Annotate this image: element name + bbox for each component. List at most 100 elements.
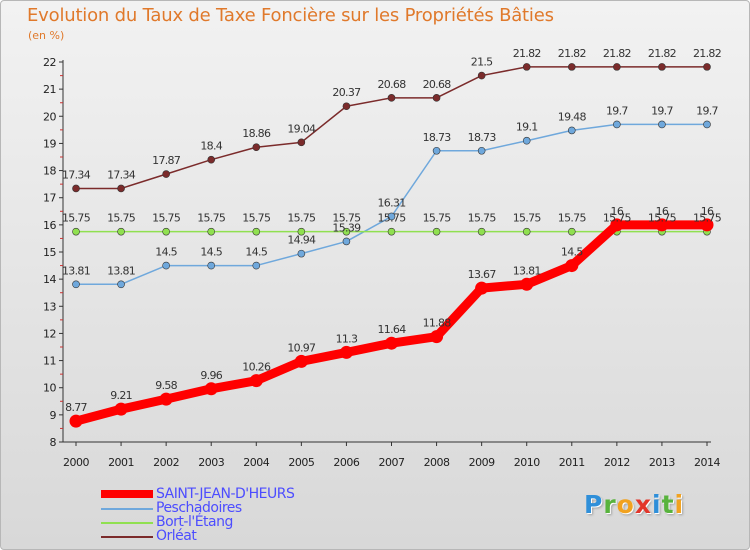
data-point-orl-at [252,143,261,152]
data-label-orl-at: 18.4 [200,140,222,153]
data-label-peschadoires: 14.94 [287,234,316,247]
data-label-peschadoires: 19.7 [696,104,718,117]
legend-swatch [101,490,153,498]
x-tick-label: 2007 [379,456,405,469]
x-tick-label: 2001 [108,456,134,469]
y-tick-label: 19 [43,137,56,150]
data-label-peschadoires: 16.31 [378,196,406,209]
data-label-saint-jean-d-heurs: 10.97 [287,341,316,354]
data-point-bort-l-tang [522,227,531,236]
data-label-orl-at: 20.68 [423,78,452,91]
y-tick-label: 10 [43,382,56,395]
data-point-orl-at [613,63,621,71]
data-point-orl-at [297,138,306,147]
data-point-orl-at [72,184,80,193]
data-point-peschadoires [703,120,711,129]
logo-letter: i [674,490,685,519]
data-point-bort-l-tang [567,227,576,236]
data-point-peschadoires [297,249,306,258]
data-label-peschadoires: 18.73 [423,131,452,144]
data-label-saint-jean-d-heurs: 9.58 [155,379,177,392]
y-tick-label: 9 [50,409,57,422]
x-tick-label: 2011 [559,456,585,469]
data-label-orl-at: 17.87 [152,154,181,167]
data-point-orl-at [387,94,396,102]
data-label-bort-l-tang: 15.75 [152,212,181,225]
data-point-saint-jean-d-heurs [339,345,353,359]
data-point-orl-at [162,170,170,178]
x-tick-label: 2010 [514,456,540,469]
data-point-saint-jean-d-heurs [655,218,669,232]
data-label-bort-l-tang: 15.75 [242,212,271,225]
data-label-orl-at: 21.82 [513,47,541,60]
data-label-bort-l-tang: 15.75 [648,212,677,225]
x-tick-label: 2000 [63,456,89,469]
data-label-orl-at: 19.04 [287,122,316,135]
data-point-saint-jean-d-heurs [204,382,218,396]
data-label-bort-l-tang: 15.75 [513,212,542,225]
legend-swatch [101,536,153,538]
data-label-saint-jean-d-heurs: 9.21 [110,389,132,402]
data-label-saint-jean-d-heurs: 11.88 [423,317,452,330]
data-label-orl-at: 18.86 [242,127,271,140]
x-tick-label: 2013 [649,456,675,469]
y-tick-label: 17 [43,192,56,205]
data-point-saint-jean-d-heurs [475,281,489,295]
data-point-orl-at [477,71,486,80]
y-tick-label: 20 [43,110,56,123]
data-point-peschadoires [432,146,441,155]
data-point-peschadoires [117,280,125,289]
data-label-orl-at: 21.82 [693,47,721,60]
x-tick-label: 2008 [424,456,450,469]
data-label-saint-jean-d-heurs: 16 [611,205,624,218]
x-tick-label: 2003 [198,456,224,469]
y-tick-label: 8 [50,436,57,449]
data-point-peschadoires [522,136,531,145]
data-point-saint-jean-d-heurs [565,259,579,273]
data-point-orl-at [342,102,351,111]
logo-letter: r [603,490,617,519]
data-label-peschadoires: 14.5 [245,246,267,259]
data-point-saint-jean-d-heurs [159,392,173,406]
legend-label: SAINT-JEAN-D'HEURS [156,486,295,502]
logo-letter: x [634,490,652,519]
data-point-peschadoires [207,261,216,270]
data-point-bort-l-tang [477,227,486,236]
data-point-bort-l-tang [252,227,261,236]
legend-label: Orléat [156,528,197,544]
data-label-orl-at: 21.82 [648,47,676,60]
x-tick-label: 2014 [694,456,720,469]
data-label-peschadoires: 14.5 [155,246,177,259]
data-label-orl-at: 20.68 [378,78,407,91]
data-label-bort-l-tang: 15.75 [62,212,91,225]
data-point-orl-at [117,184,125,193]
x-tick-label: 2004 [243,456,269,469]
logo-letter: o [616,490,635,519]
data-point-saint-jean-d-heurs [114,402,128,416]
data-label-peschadoires: 13.81 [62,264,90,277]
data-label-orl-at: 17.34 [107,168,136,181]
data-point-orl-at [207,155,216,164]
data-point-bort-l-tang [432,227,441,236]
data-point-saint-jean-d-heurs [520,277,534,291]
data-label-bort-l-tang: 15.75 [378,212,407,225]
data-point-peschadoires [658,120,666,129]
data-label-bort-l-tang: 15.75 [287,212,316,225]
chart-subtitle: (en %) [28,29,65,42]
data-label-bort-l-tang: 15.75 [107,212,136,225]
data-point-orl-at [522,63,531,71]
data-point-bort-l-tang [117,227,125,236]
data-label-peschadoires: 19.7 [651,104,673,117]
x-tick-label: 2009 [469,456,495,469]
data-label-saint-jean-d-heurs: 11.3 [336,332,358,345]
data-point-peschadoires [477,146,486,155]
data-label-orl-at: 21.5 [471,56,493,69]
x-tick-label: 2002 [153,456,179,469]
data-label-peschadoires: 13.81 [107,264,135,277]
data-point-bort-l-tang [207,227,216,236]
data-point-bort-l-tang [162,227,170,236]
data-label-bort-l-tang: 15.75 [423,212,452,225]
data-point-peschadoires [72,280,80,289]
data-point-orl-at [703,63,711,71]
